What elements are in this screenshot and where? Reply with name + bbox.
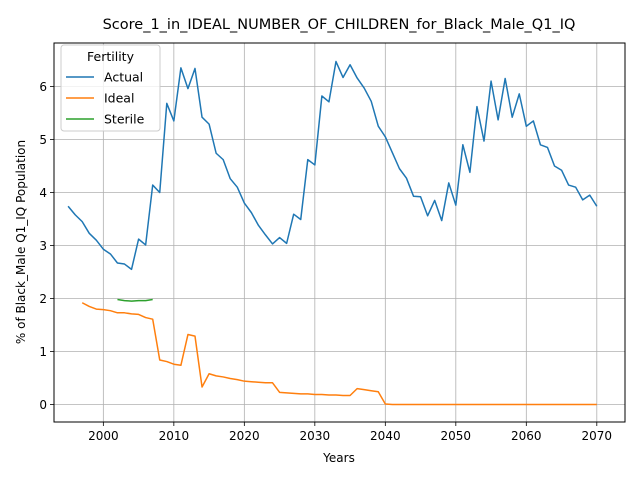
legend-box [60, 44, 161, 132]
chart-title: Score_1_in_IDEAL_NUMBER_OF_CHILDREN_for_… [103, 17, 576, 33]
legend: Fertility Actual Ideal Sterile [60, 44, 161, 132]
y-axis-label: % of Black_Male Q1_IQ Population [14, 140, 28, 344]
y-tick-label: 6 [39, 80, 47, 94]
x-axis-label: Years [322, 451, 355, 465]
series-line-ideal [81, 302, 597, 406]
series-lines [67, 60, 598, 406]
series-line-actual [67, 60, 598, 271]
x-axis: 2000 2010 2020 2030 2040 2050 2060 2070 [88, 422, 612, 443]
grid-lines [54, 43, 625, 422]
legend-label-ideal: Ideal [104, 91, 134, 106]
x-tick-label: 2010 [159, 429, 190, 443]
x-tick-label: 2020 [229, 429, 260, 443]
y-tick-label: 2 [39, 292, 47, 306]
y-axis: 0 1 2 3 4 5 6 [39, 80, 54, 412]
y-tick-label: 0 [39, 398, 47, 412]
series-line-sterile [117, 298, 153, 302]
y-tick-label: 5 [39, 133, 47, 147]
legend-title: Fertility [87, 49, 135, 64]
plot-frame [53, 42, 626, 423]
y-tick-label: 1 [39, 345, 47, 359]
x-tick-label: 2030 [300, 429, 331, 443]
x-tick-label: 2000 [88, 429, 119, 443]
x-tick-label: 2040 [370, 429, 401, 443]
x-tick-label: 2050 [441, 429, 472, 443]
legend-label-actual: Actual [104, 70, 143, 85]
y-tick-label: 3 [39, 239, 47, 253]
y-tick-label: 4 [39, 186, 47, 200]
x-tick-label: 2060 [511, 429, 542, 443]
x-tick-label: 2070 [582, 429, 613, 443]
legend-label-sterile: Sterile [104, 112, 145, 127]
